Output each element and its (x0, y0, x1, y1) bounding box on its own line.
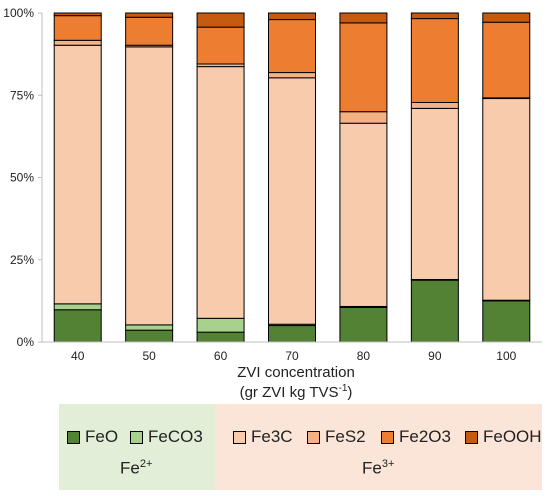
y-tick-label-100: 100% (3, 6, 34, 20)
bar-segment-feooh-50 (125, 12, 174, 18)
legend-label-fes2: FeS2 (325, 427, 366, 446)
bar-segment-fe3c-80 (339, 122, 388, 307)
bar-segment-fe2o3-80 (339, 22, 388, 113)
bar-segment-fe2o3-70 (268, 19, 316, 74)
fe3-group-label: Fe3+ (362, 458, 395, 478)
bar-segment-fe2o3-40 (53, 15, 102, 41)
y-tick-label-75: 75% (10, 88, 34, 102)
bar-segment-fe3c-70 (268, 77, 316, 325)
bar-segment-feooh-70 (268, 12, 316, 21)
bar-segment-feco3-40 (53, 303, 102, 311)
bar-segment-feco3-60 (196, 317, 245, 333)
legend-swatch-fe2o3 (381, 430, 394, 444)
legend-label-feooh: FeOOH (483, 427, 542, 446)
bar-segment-feooh-60 (196, 12, 245, 28)
bar-segment-feco3-50 (125, 324, 174, 331)
bar-segment-fes2-90 (410, 101, 459, 109)
legend-item-feco3: FeCO3 (130, 427, 203, 447)
y-tick-label-25: 25% (10, 253, 34, 267)
x-axis-unit: (gr ZVI kg TVS-1) (240, 383, 353, 400)
legend-label-feco3: FeCO3 (148, 427, 203, 446)
bar-segment-fes2-70 (268, 72, 316, 79)
legend-swatch-feo (67, 430, 80, 444)
bar-segment-feo-100 (482, 300, 531, 343)
bar-segment-fe2o3-90 (410, 18, 459, 103)
x-tick-label-90: 90 (428, 349, 442, 363)
legend-item-fes2: FeS2 (307, 427, 366, 447)
y-tick-label-0: 0% (17, 335, 35, 349)
bar-segment-fe2o3-60 (196, 26, 245, 65)
legend-item-feooh: FeOOH (465, 427, 542, 447)
legend-item-fe3c: Fe3C (233, 427, 293, 447)
legend-swatch-feooh (465, 430, 478, 444)
x-tick-label-80: 80 (357, 349, 371, 363)
bar-segment-feo-80 (339, 306, 388, 343)
bar-segment-feooh-100 (482, 12, 531, 23)
bar-segment-feo-70 (268, 325, 316, 343)
legend-swatch-fes2 (307, 430, 320, 444)
legend-label-fe3c: Fe3C (251, 427, 293, 446)
bar-segment-feooh-90 (410, 12, 459, 20)
bar-segment-fe2o3-100 (482, 21, 531, 99)
legend-label-fe2o3: Fe2O3 (399, 427, 451, 446)
axes-layer: 40 50 60 70 80 90 100 0% 25% 50% 75% 100% (3, 6, 542, 363)
x-tick-label-60: 60 (214, 349, 228, 363)
x-tick-label-100: 100 (496, 349, 516, 363)
bars-layer (53, 12, 531, 343)
y-tick-label-50: 50% (10, 171, 34, 185)
legend: FeO FeCO3 Fe3C FeS2 Fe2O3 FeOOH (59, 425, 542, 449)
bar-segment-fe3c-40 (53, 44, 102, 305)
bar-segment-fe3c-100 (482, 98, 531, 301)
legend-item-fe2o3: Fe2O3 (381, 427, 451, 447)
bar-segment-feo-90 (410, 279, 459, 343)
x-tick-label-40: 40 (71, 349, 85, 363)
bar-segment-feo-40 (53, 309, 102, 343)
fe3-group-background (215, 404, 542, 490)
legend-item-feo: FeO (67, 427, 118, 447)
legend-label-feo: FeO (85, 427, 119, 446)
legend-swatch-fe3c (233, 430, 246, 444)
bar-segment-fe3c-90 (410, 107, 459, 280)
bar-segment-fe3c-50 (125, 46, 174, 326)
bar-segment-fe3c-60 (196, 66, 245, 319)
x-tick-label-50: 50 (142, 349, 156, 363)
bar-segment-feooh-80 (339, 12, 388, 24)
bar-segment-fes2-40 (53, 39, 102, 46)
fe2-group-label: Fe2+ (120, 458, 153, 478)
bar-segment-feooh-40 (53, 12, 102, 17)
bar-segment-feo-60 (196, 331, 245, 343)
bar-segment-feo-50 (125, 329, 174, 343)
bar-segment-fes2-80 (339, 111, 388, 124)
x-tick-label-70: 70 (285, 349, 299, 363)
legend-swatch-feco3 (130, 430, 143, 444)
x-axis-title: ZVI concentration (237, 364, 355, 381)
fe2-group-background (59, 404, 215, 490)
stacked-bar-chart: 40 50 60 70 80 90 100 0% 25% 50% 75% 100% ZVI conce… (3, 6, 542, 400)
bar-segment-fe2o3-50 (125, 16, 174, 46)
